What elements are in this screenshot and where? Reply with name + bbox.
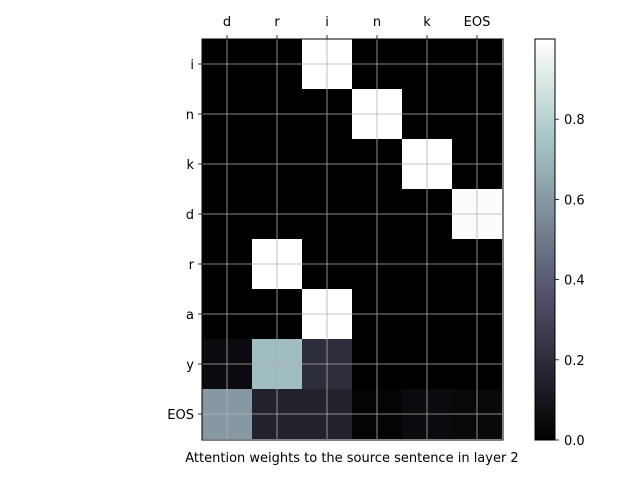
y-tick-label: EOS	[167, 408, 194, 423]
y-tick-label: d	[186, 208, 194, 223]
x-axis-ticks: d r i n k EOS	[223, 15, 490, 39]
x-tick-label: d	[223, 15, 231, 30]
y-tick-label: k	[186, 158, 194, 173]
colorbar-ticks: 0.0 0.2 0.4 0.6 0.8	[555, 113, 585, 449]
x-axis-label: Attention weights to the source sentence…	[185, 451, 518, 466]
y-tick-label: n	[186, 108, 194, 123]
colorbar-tick-label: 0.4	[564, 274, 585, 289]
x-tick-label: i	[325, 15, 329, 30]
colorbar	[535, 39, 555, 440]
colorbar-tick-label: 0.2	[564, 354, 585, 369]
heatmap-cells	[202, 39, 502, 439]
heatmap-grid	[202, 39, 502, 439]
heatmap-frame	[201, 38, 504, 441]
y-tick-label: y	[186, 358, 194, 373]
y-axis-ticks: i n k d r a y EOS	[167, 58, 202, 423]
x-tick-label: r	[274, 15, 280, 30]
y-tick-label: r	[189, 258, 195, 273]
colorbar-tick-label: 0.6	[564, 193, 585, 208]
colorbar-tick-label: 0.8	[564, 113, 585, 128]
y-tick-label: i	[190, 58, 194, 73]
x-tick-label: k	[423, 15, 431, 30]
y-tick-label: a	[186, 308, 194, 323]
x-tick-label: n	[373, 15, 381, 30]
colorbar-frame	[534, 38, 556, 441]
x-tick-label: EOS	[464, 15, 491, 30]
colorbar-tick-label: 0.0	[564, 434, 585, 449]
